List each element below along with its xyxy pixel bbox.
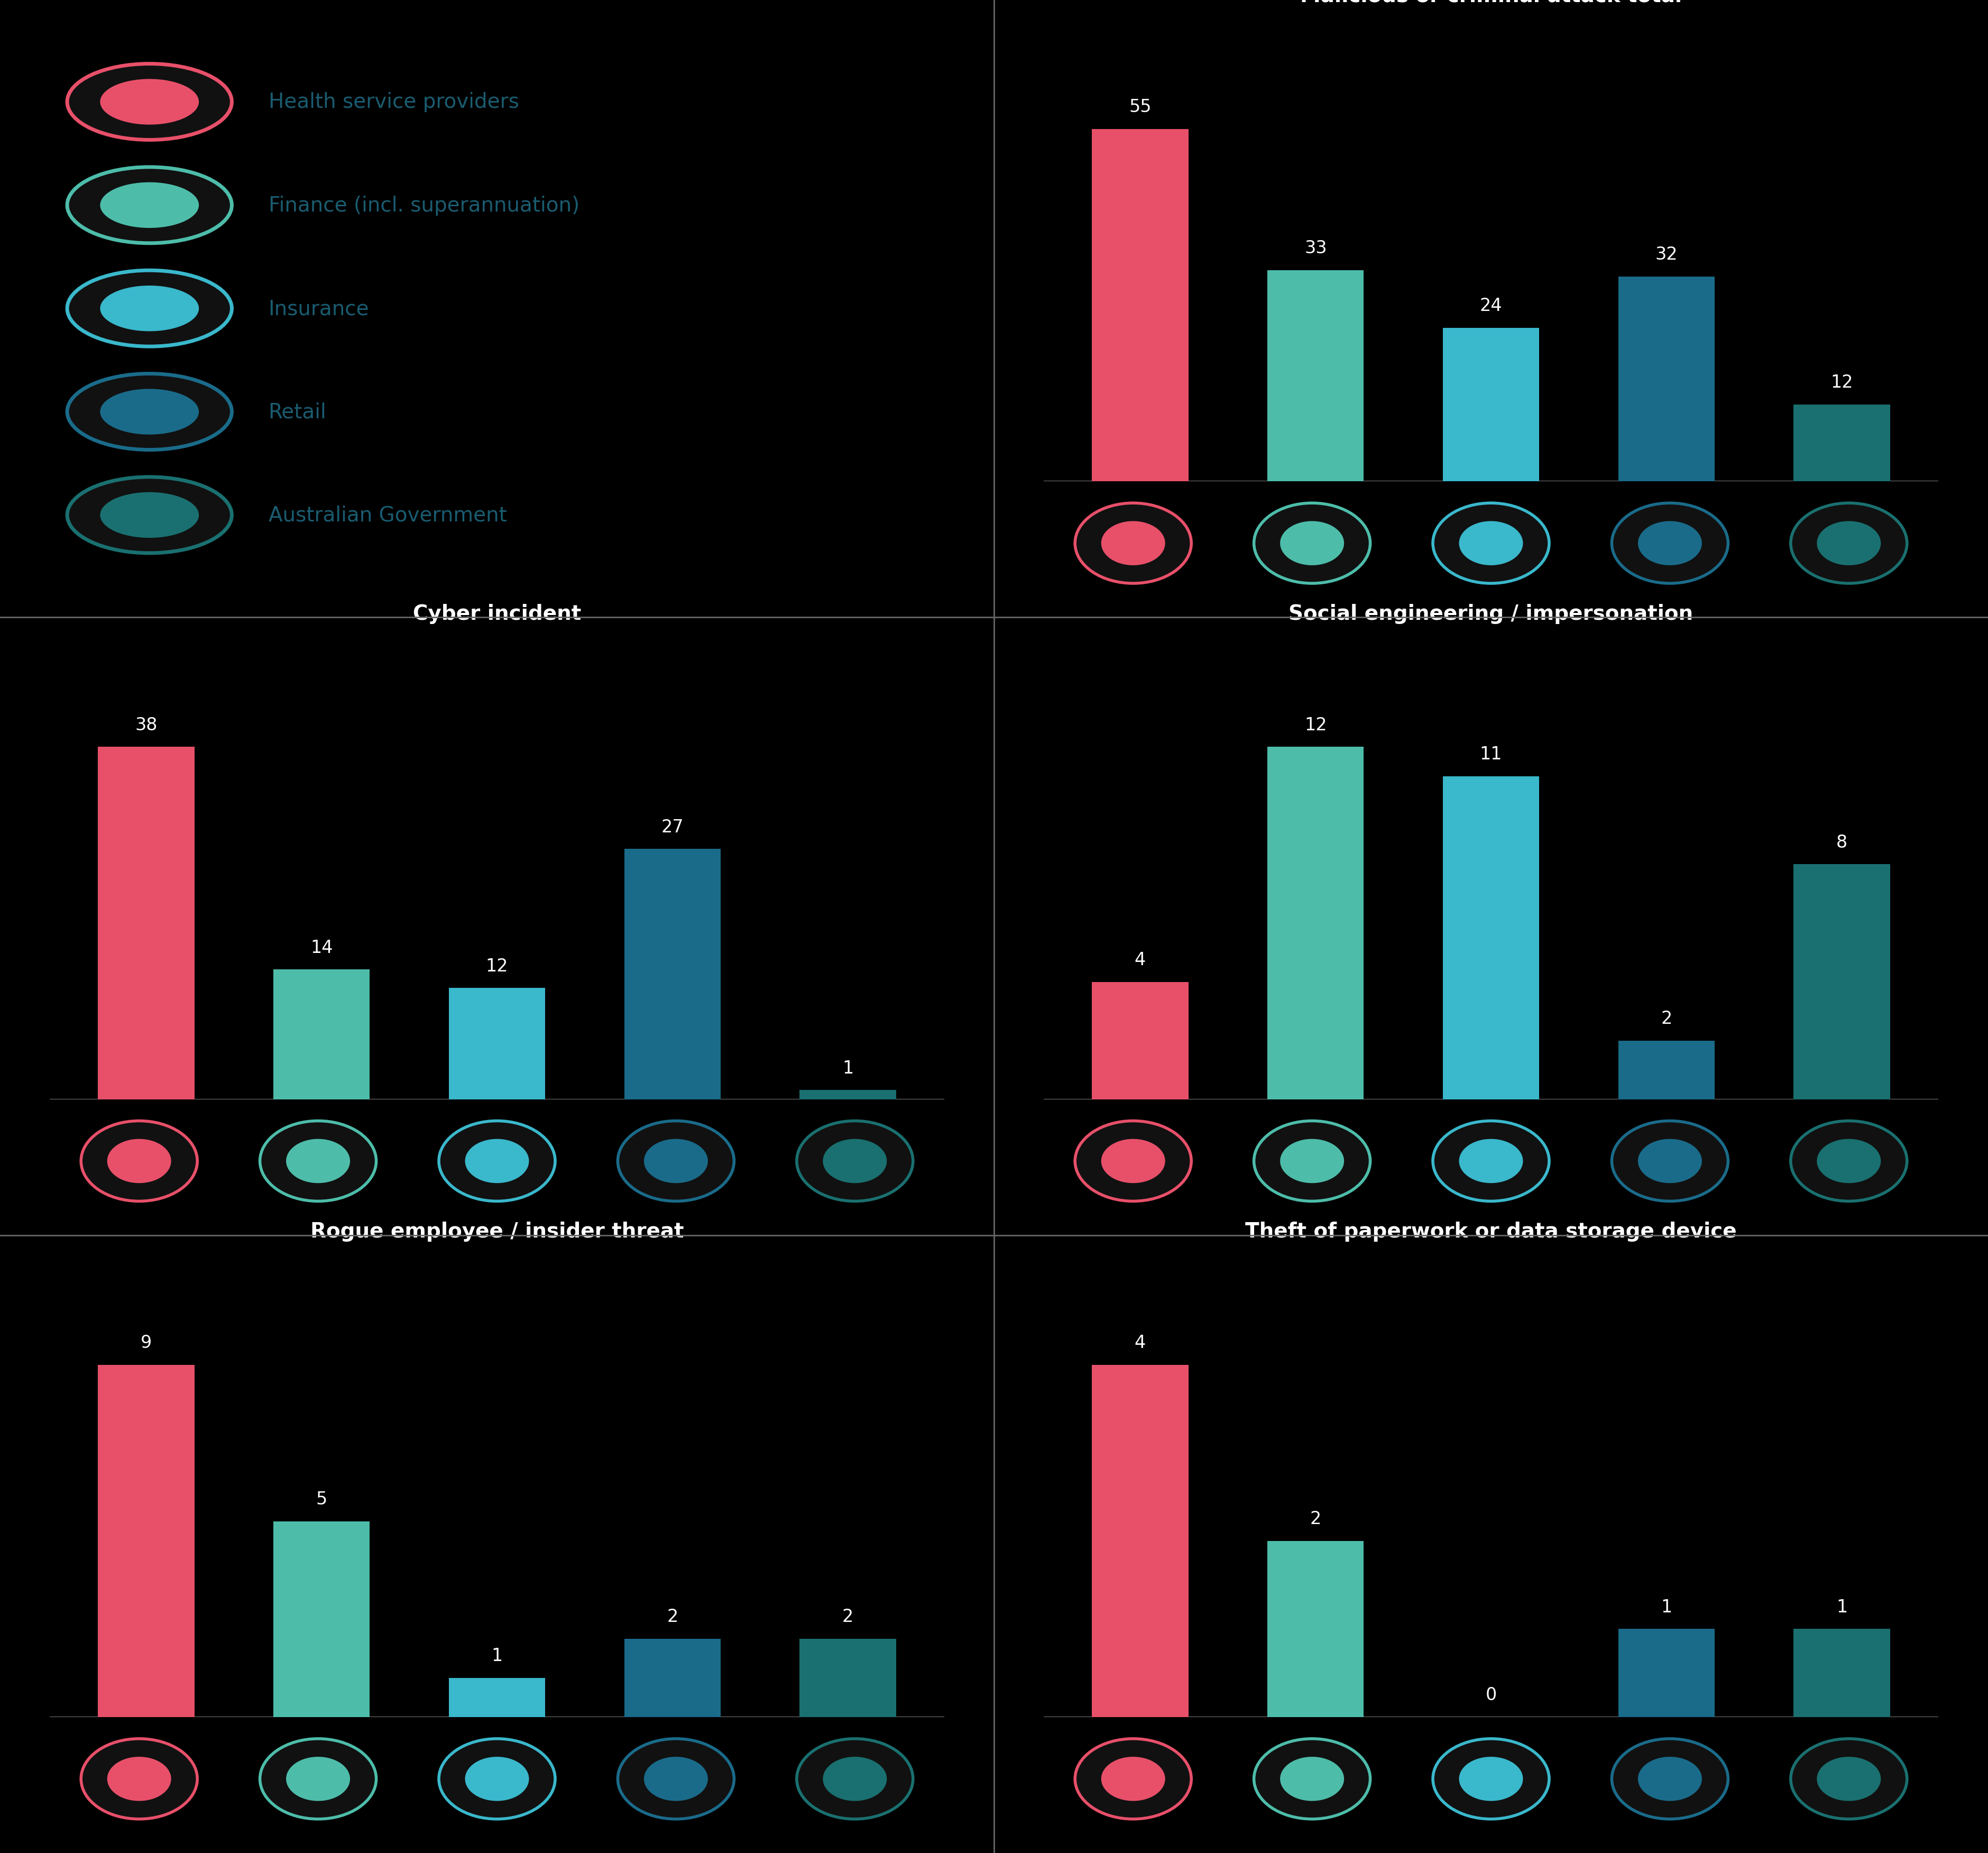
Text: 33: 33 [1304, 239, 1326, 258]
Ellipse shape [68, 167, 233, 243]
Text: Insurance: Insurance [268, 298, 370, 319]
Text: 1: 1 [1837, 1597, 1847, 1616]
Text: 1: 1 [1660, 1597, 1672, 1616]
Text: 11: 11 [1479, 745, 1503, 763]
Bar [97, 1366, 195, 1718]
Bar [1091, 982, 1189, 1099]
Ellipse shape [68, 65, 233, 141]
Text: 9: 9 [141, 1334, 151, 1351]
Text: 1: 1 [843, 1060, 853, 1077]
Bar [1618, 1041, 1716, 1099]
Ellipse shape [99, 80, 199, 126]
Bar [1268, 747, 1364, 1099]
Bar [1091, 1366, 1189, 1718]
Text: 4: 4 [1135, 1334, 1145, 1351]
Text: 1: 1 [491, 1647, 503, 1664]
Bar [449, 1679, 545, 1718]
Text: Theft of paperwork or data storage device: Theft of paperwork or data storage devic… [1244, 1221, 1738, 1242]
Text: 0: 0 [1485, 1686, 1497, 1703]
Text: 12: 12 [1831, 374, 1853, 391]
Text: 5: 5 [316, 1490, 328, 1508]
Text: 55: 55 [1129, 98, 1151, 117]
Text: 2: 2 [1310, 1510, 1322, 1527]
Bar [1793, 865, 1891, 1099]
Text: 14: 14 [310, 939, 332, 956]
Ellipse shape [99, 389, 199, 435]
Bar [799, 1090, 897, 1099]
Text: 2: 2 [666, 1608, 678, 1625]
Bar [1443, 776, 1539, 1099]
Bar [1793, 406, 1891, 482]
Text: Social engineering / impersonation: Social engineering / impersonation [1288, 604, 1694, 624]
Bar [1268, 1542, 1364, 1718]
Bar [274, 969, 370, 1099]
Ellipse shape [99, 183, 199, 228]
Text: 8: 8 [1837, 834, 1847, 851]
Ellipse shape [99, 493, 199, 537]
Bar [274, 1521, 370, 1718]
Text: Australian Government: Australian Government [268, 506, 507, 526]
Bar [1091, 130, 1189, 482]
Text: Finance (incl. superannuation): Finance (incl. superannuation) [268, 196, 579, 215]
Text: 12: 12 [485, 958, 509, 975]
Text: 24: 24 [1479, 296, 1503, 315]
Text: 38: 38 [135, 717, 157, 734]
Bar [624, 849, 722, 1099]
Bar [97, 747, 195, 1099]
Ellipse shape [68, 374, 233, 450]
Text: 27: 27 [662, 819, 684, 836]
Text: Retail: Retail [268, 402, 326, 422]
Bar [1618, 276, 1716, 482]
Bar [624, 1638, 722, 1718]
Ellipse shape [68, 271, 233, 347]
Text: 4: 4 [1135, 951, 1145, 969]
Text: 12: 12 [1304, 717, 1326, 734]
Text: Cyber incident: Cyber incident [414, 604, 580, 624]
Ellipse shape [99, 285, 199, 332]
Bar [799, 1638, 897, 1718]
Text: 2: 2 [1660, 1010, 1672, 1027]
Text: Health service providers: Health service providers [268, 93, 519, 113]
Text: 2: 2 [843, 1608, 853, 1625]
Bar [1618, 1629, 1716, 1718]
Bar [1268, 271, 1364, 482]
Ellipse shape [68, 478, 233, 554]
Text: Rogue employee / insider threat: Rogue employee / insider threat [310, 1221, 684, 1242]
Bar [1793, 1629, 1891, 1718]
Bar [449, 988, 545, 1099]
Text: 32: 32 [1656, 246, 1678, 263]
Text: Malicious or criminal attack total: Malicious or criminal attack total [1300, 0, 1682, 6]
Bar [1443, 328, 1539, 482]
